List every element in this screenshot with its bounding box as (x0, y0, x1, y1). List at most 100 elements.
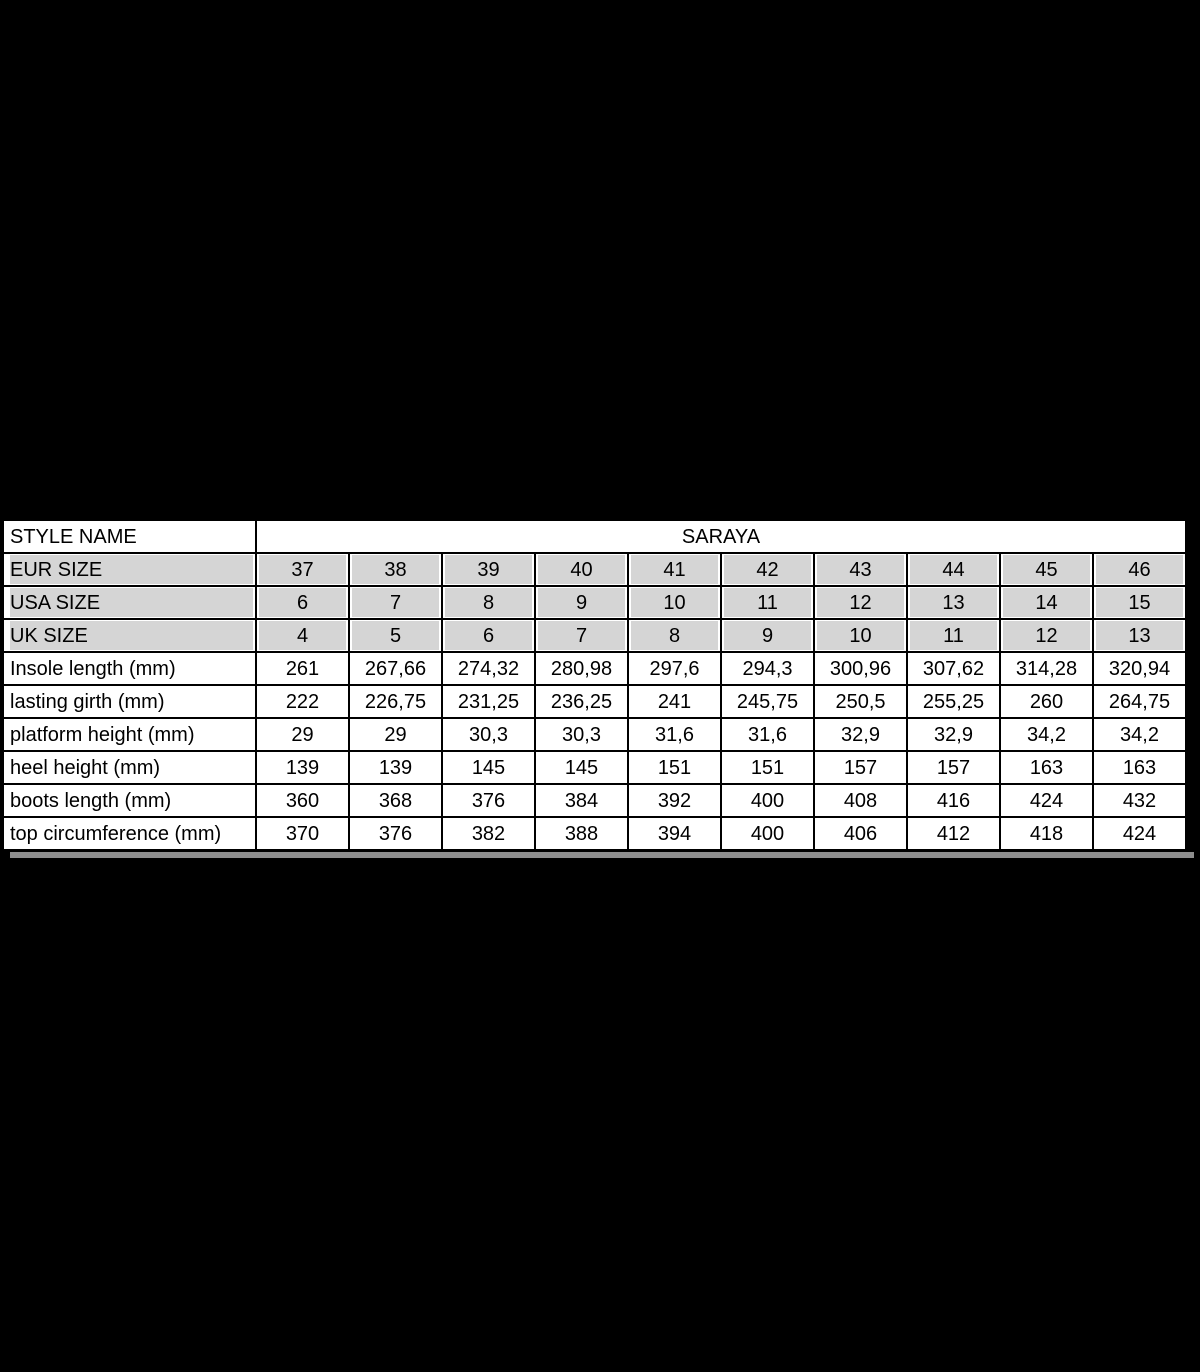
table-cell: 37 (255, 552, 350, 587)
table-cell: 32,9 (906, 717, 1001, 752)
row-label: UK SIZE (2, 618, 257, 653)
table-cell: 8 (627, 618, 722, 653)
row-label: Insole length (mm) (2, 651, 257, 686)
table-cell: 8 (441, 585, 536, 620)
table-cell: 39 (441, 552, 536, 587)
row-label: platform height (mm) (2, 717, 257, 752)
table-cell: 13 (906, 585, 1001, 620)
table-cell: 388 (534, 816, 629, 851)
table-cell: 300,96 (813, 651, 908, 686)
table-cell: 151 (720, 750, 815, 785)
table-cell: 231,25 (441, 684, 536, 719)
table-cell: 139 (348, 750, 443, 785)
table-cell: 9 (534, 585, 629, 620)
table-cell: 307,62 (906, 651, 1001, 686)
size-chart-table: STYLE NAME SARAYA EUR SIZE 37 38 39 40 4… (2, 519, 1187, 851)
table-cell: 139 (255, 750, 350, 785)
lasting-girth-row: lasting girth (mm) 222 226,75 231,25 236… (2, 684, 1187, 719)
table-cell: 163 (1092, 750, 1187, 785)
table-cell: 297,6 (627, 651, 722, 686)
table-cell: 236,25 (534, 684, 629, 719)
table-cell: 12 (999, 618, 1094, 653)
table-cell: 416 (906, 783, 1001, 818)
table-cell: 46 (1092, 552, 1187, 587)
heel-height-row: heel height (mm) 139 139 145 145 151 151… (2, 750, 1187, 785)
platform-height-row: platform height (mm) 29 29 30,3 30,3 31,… (2, 717, 1187, 752)
table-cell: 376 (348, 816, 443, 851)
insole-length-row: Insole length (mm) 261 267,66 274,32 280… (2, 651, 1187, 686)
top-circumference-row: top circumference (mm) 370 376 382 388 3… (2, 816, 1187, 851)
table-cell: 360 (255, 783, 350, 818)
table-cell: 392 (627, 783, 722, 818)
table-cell: 368 (348, 783, 443, 818)
table-cell: 157 (906, 750, 1001, 785)
table-cell: 280,98 (534, 651, 629, 686)
uk-size-row: UK SIZE 4 5 6 7 8 9 10 11 12 13 (2, 618, 1187, 653)
table-cell: 384 (534, 783, 629, 818)
table-cell: 30,3 (441, 717, 536, 752)
table-cell: 151 (627, 750, 722, 785)
boots-length-row: boots length (mm) 360 368 376 384 392 40… (2, 783, 1187, 818)
table-cell: 424 (999, 783, 1094, 818)
table-cell: 163 (999, 750, 1094, 785)
table-cell: 15 (1092, 585, 1187, 620)
row-label: STYLE NAME (2, 519, 257, 554)
table-cell: 5 (348, 618, 443, 653)
table-cell: 7 (534, 618, 629, 653)
table-cell: 11 (720, 585, 815, 620)
table-cell: 157 (813, 750, 908, 785)
usa-size-row: USA SIZE 6 7 8 9 10 11 12 13 14 15 (2, 585, 1187, 620)
table-cell: 274,32 (441, 651, 536, 686)
table-cell: 10 (813, 618, 908, 653)
table-cell: 314,28 (999, 651, 1094, 686)
table-cell: 376 (441, 783, 536, 818)
table-cell: 41 (627, 552, 722, 587)
table-cell: 261 (255, 651, 350, 686)
table-cell: 4 (255, 618, 350, 653)
row-label: top circumference (mm) (2, 816, 257, 851)
table-cell: 6 (441, 618, 536, 653)
table-cell: 382 (441, 816, 536, 851)
table-cell: 255,25 (906, 684, 1001, 719)
table-cell: 400 (720, 816, 815, 851)
table-cell: 11 (906, 618, 1001, 653)
table-cell: 370 (255, 816, 350, 851)
table-cell: 32,9 (813, 717, 908, 752)
table-cell: 267,66 (348, 651, 443, 686)
table-cell: 9 (720, 618, 815, 653)
table-cell: 31,6 (627, 717, 722, 752)
table-cell: 38 (348, 552, 443, 587)
table-cell: 250,5 (813, 684, 908, 719)
table-cell: 145 (441, 750, 536, 785)
table-cell: 145 (534, 750, 629, 785)
table-cell: 10 (627, 585, 722, 620)
table-cell: 418 (999, 816, 1094, 851)
table-cell: 31,6 (720, 717, 815, 752)
table-cell: 43 (813, 552, 908, 587)
row-label: USA SIZE (2, 585, 257, 620)
table-cell: 13 (1092, 618, 1187, 653)
table-drop-shadow (10, 852, 1194, 858)
row-label: heel height (mm) (2, 750, 257, 785)
table-cell: 30,3 (534, 717, 629, 752)
table-cell: 226,75 (348, 684, 443, 719)
table-cell: 45 (999, 552, 1094, 587)
table-cell: 408 (813, 783, 908, 818)
table-cell: 29 (348, 717, 443, 752)
table-cell: 394 (627, 816, 722, 851)
row-label: boots length (mm) (2, 783, 257, 818)
table-cell: 241 (627, 684, 722, 719)
table-cell: 222 (255, 684, 350, 719)
table-cell: 412 (906, 816, 1001, 851)
table-cell: 12 (813, 585, 908, 620)
style-name-row: STYLE NAME SARAYA (2, 519, 1187, 554)
style-name-value-cell: SARAYA (255, 519, 1187, 554)
table-cell: 320,94 (1092, 651, 1187, 686)
table-cell: 406 (813, 816, 908, 851)
table-cell: 245,75 (720, 684, 815, 719)
table-cell: 400 (720, 783, 815, 818)
table-cell: 40 (534, 552, 629, 587)
table-cell: 260 (999, 684, 1094, 719)
row-label: EUR SIZE (2, 552, 257, 587)
